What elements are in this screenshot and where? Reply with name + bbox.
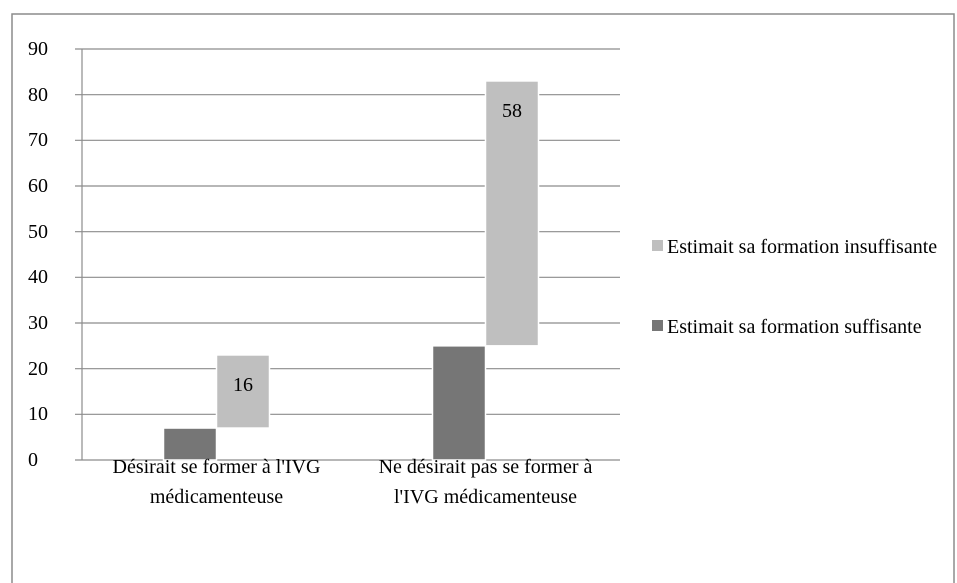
data-label: 16 <box>233 373 253 396</box>
y-tick-label: 20 <box>28 357 48 380</box>
y-tick-label: 50 <box>28 220 48 243</box>
y-tick-label: 40 <box>28 266 48 289</box>
data-label: 58 <box>502 99 522 122</box>
legend-label: Estimait sa formation suffisante <box>667 316 922 338</box>
y-tick-label: 10 <box>28 403 48 426</box>
bar <box>162 427 218 461</box>
y-tick-label: 60 <box>28 175 48 197</box>
chart-border <box>11 13 955 583</box>
legend-swatch <box>652 240 663 251</box>
legend-item: Estimait sa formation insuffisante <box>652 232 942 262</box>
bar <box>215 354 271 429</box>
y-tick-label: 0 <box>28 449 38 471</box>
legend-item: Estimait sa formation suffisante <box>652 312 942 342</box>
y-tick-label: 70 <box>28 129 48 152</box>
legend-label: Estimait sa formation insuffisante <box>667 236 938 258</box>
legend-swatch <box>652 320 663 331</box>
bar <box>431 345 487 461</box>
x-tick-label: Désirait se former à l'IVG médicamenteus… <box>112 456 321 508</box>
y-tick-label: 90 <box>28 38 48 60</box>
y-tick-label: 80 <box>28 83 48 106</box>
bar <box>484 80 540 347</box>
x-tick-label: Ne désirait pas se former à l'IVG médica… <box>378 456 593 508</box>
y-tick-label: 30 <box>28 312 48 334</box>
